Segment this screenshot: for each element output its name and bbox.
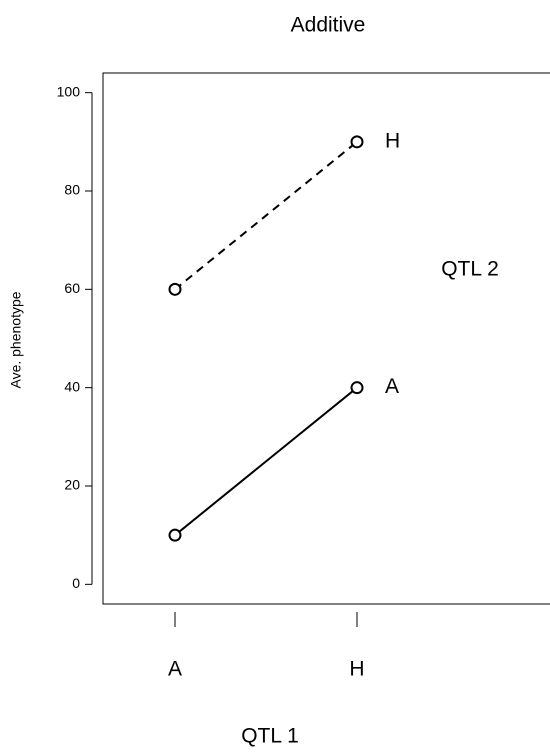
y-tick-label: 40	[64, 378, 80, 394]
x-tick-label: H	[349, 658, 364, 681]
x-tick-label: A	[168, 658, 182, 681]
chart-title: Additive	[291, 14, 366, 37]
y-tick-label: 20	[64, 477, 80, 493]
point	[350, 381, 364, 395]
y-tick-label: 60	[64, 280, 80, 296]
y-axis-label: Ave. phenotype	[8, 291, 24, 388]
plot-box	[102, 72, 550, 605]
point	[168, 528, 182, 542]
y-tick-label: 0	[72, 575, 80, 591]
legend-title: QTL 2	[441, 258, 499, 281]
series-line	[174, 141, 358, 291]
x-axis-label: QTL 1	[241, 725, 299, 748]
series-label: A	[385, 375, 399, 398]
y-tick-label: 100	[57, 83, 81, 99]
series-label: H	[385, 129, 400, 152]
series-line	[174, 386, 358, 536]
y-tick-label: 80	[64, 182, 80, 198]
point	[168, 282, 182, 296]
point	[350, 135, 364, 149]
